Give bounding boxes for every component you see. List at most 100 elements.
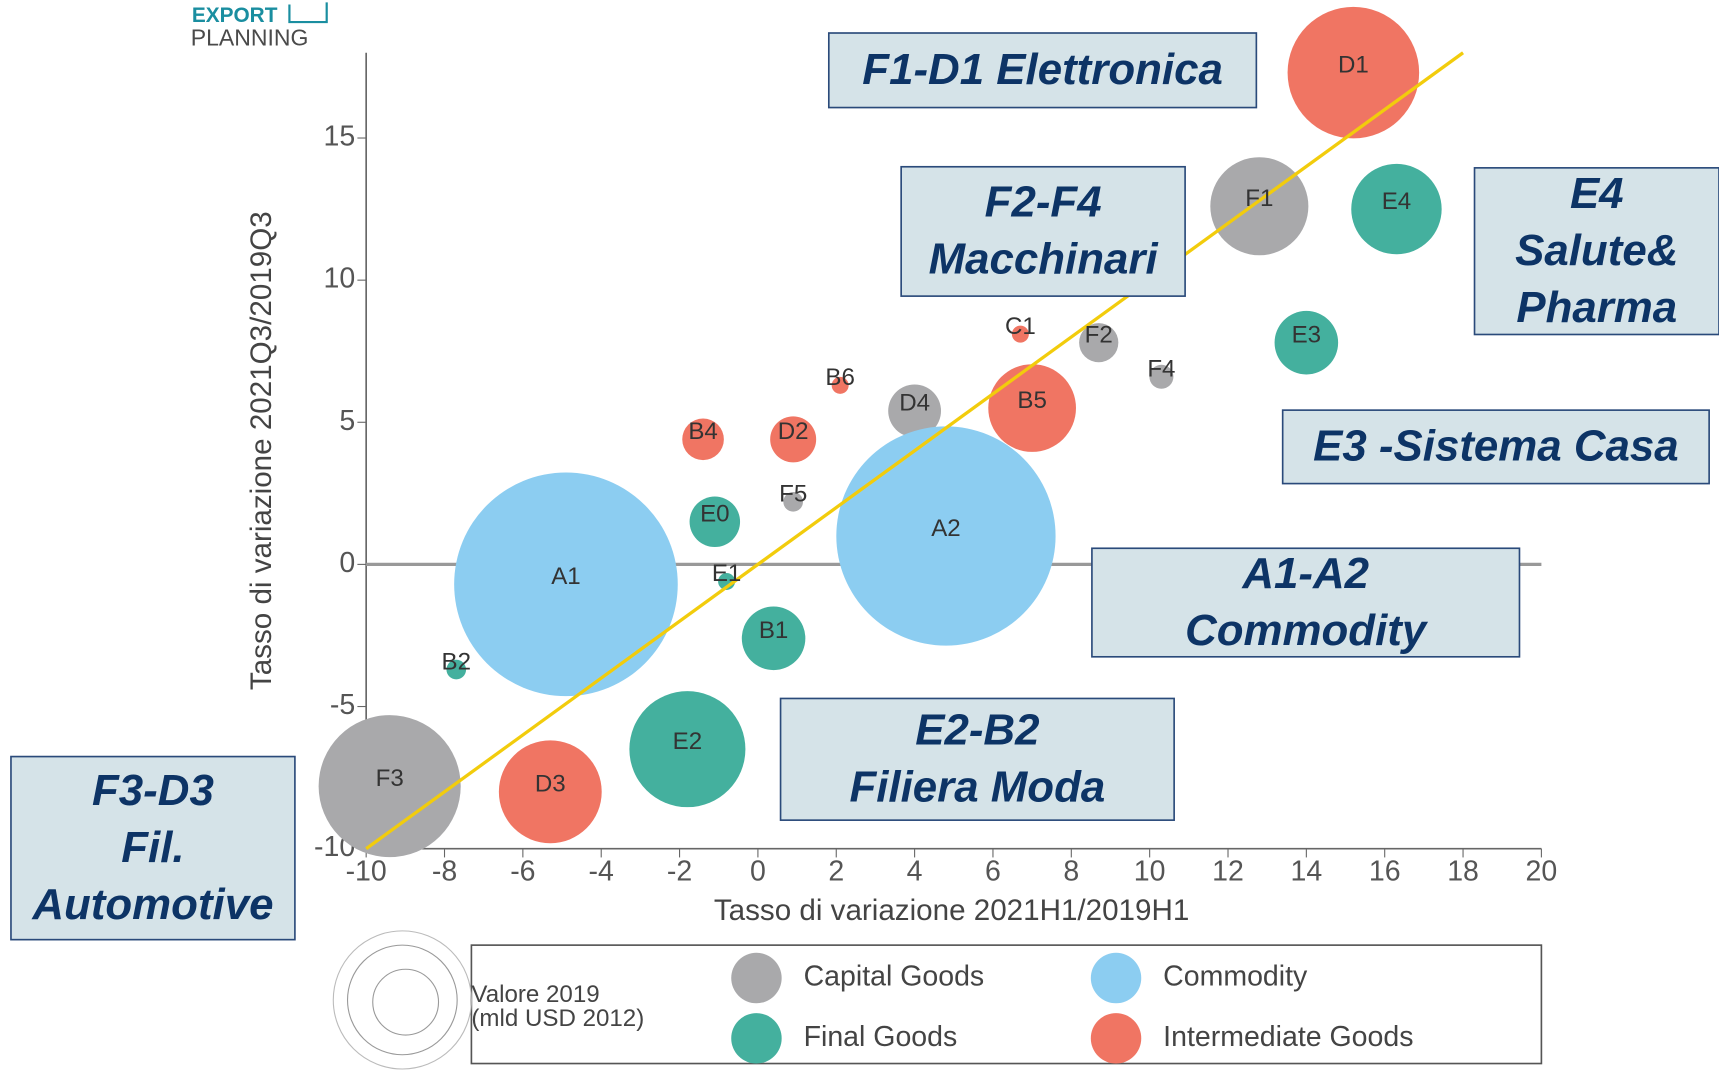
bubble-label: B2	[442, 648, 472, 675]
bubble	[318, 715, 461, 858]
x-tick-label: 8	[1063, 855, 1079, 887]
bubble-label: B5	[1017, 387, 1047, 414]
x-tick-label: 0	[750, 855, 766, 887]
legend-label: Commodity	[1163, 961, 1308, 993]
annotation-text: Salute&	[1515, 226, 1678, 275]
bubble-label: D3	[535, 771, 566, 798]
annotation-text: Fil.	[121, 823, 184, 872]
bubble-label: F4	[1147, 356, 1175, 383]
y-tick-label: 0	[339, 547, 355, 579]
bubble	[1287, 6, 1420, 139]
legend-swatch	[1090, 1013, 1142, 1064]
annotation-text: Commodity	[1185, 606, 1429, 655]
x-tick-label: 12	[1212, 855, 1244, 887]
annotation-box	[900, 165, 1186, 297]
bubble-label: D4	[899, 390, 930, 417]
bubble	[1079, 323, 1119, 363]
x-tick-label: 20	[1526, 855, 1558, 887]
legend-box	[470, 944, 1543, 1065]
bubble-label: F1	[1245, 185, 1273, 212]
annotation-box	[779, 697, 1175, 821]
bubble	[1351, 163, 1442, 255]
bubble	[741, 606, 806, 671]
bubble	[454, 472, 678, 697]
x-tick-label: 16	[1369, 855, 1401, 887]
bubble-label: A2	[931, 515, 961, 542]
x-tick-label: 6	[985, 855, 1001, 887]
reference-line	[365, 51, 1465, 850]
bubble	[831, 376, 849, 394]
y-axis-label: Tasso di variazione 2021Q3/2019Q3	[245, 211, 278, 690]
annotation-text: Pharma	[1516, 283, 1677, 332]
size-legend-circle	[332, 930, 472, 1070]
bubble-label: C1	[1005, 313, 1036, 340]
legend-label: Capital Goods	[804, 961, 985, 993]
x-tick-label: -2	[667, 855, 692, 887]
bubble-label: E1	[712, 560, 742, 587]
bubble-label: B1	[759, 617, 789, 644]
logo: PLANNING	[191, 25, 309, 51]
bubble-label: E3	[1292, 321, 1322, 348]
bubble	[446, 659, 467, 680]
annotation-text: E3 -Sistema Casa	[1313, 422, 1679, 471]
x-tick-label: 18	[1447, 855, 1479, 887]
size-legend-circle	[346, 944, 458, 1056]
annotation-text: F2-F4	[985, 178, 1102, 227]
bubble	[988, 364, 1076, 452]
annotation-text: E2-B2	[915, 706, 1039, 755]
annotation-box	[1281, 409, 1710, 485]
bubble	[629, 691, 746, 808]
legend-swatch	[731, 952, 782, 1004]
x-tick-label: 2	[828, 855, 844, 887]
bubble	[498, 740, 602, 844]
x-tick-label: 10	[1134, 855, 1166, 887]
x-tick-label: -10	[346, 855, 387, 887]
bubble	[836, 426, 1056, 646]
bubble	[1274, 310, 1339, 375]
legend-label: Final Goods	[804, 1021, 958, 1053]
y-tick-label: 15	[323, 121, 355, 153]
x-tick-label: -8	[432, 855, 457, 887]
bubble	[888, 384, 942, 438]
annotation-text: F3-D3	[92, 766, 214, 815]
x-tick-label: -6	[510, 855, 535, 887]
x-tick-label: -4	[589, 855, 614, 887]
bubble-label: D2	[778, 418, 809, 445]
bubble	[1149, 364, 1174, 389]
annotation-text: E4	[1570, 169, 1624, 218]
y-tick-label: 5	[339, 405, 355, 437]
bubble	[689, 496, 741, 548]
size-legend-title: Valore 2019	[471, 981, 599, 1008]
bubble-label: F3	[376, 765, 404, 792]
bubble-label: A1	[551, 563, 581, 590]
bubble-label: E0	[700, 501, 730, 528]
bubble	[682, 418, 724, 461]
legend-swatch	[1090, 952, 1142, 1004]
bubble	[770, 416, 817, 463]
y-tick-label: 10	[323, 263, 355, 295]
annotation-box	[1473, 167, 1719, 336]
logo: EXPORT	[192, 4, 278, 27]
bubble-label: F5	[779, 481, 807, 508]
size-legend-title: (mld USD 2012)	[471, 1005, 644, 1032]
x-axis-label: Tasso di variazione 2021H1/2019H1	[714, 894, 1189, 927]
annotation-text: F1-D1 Elettronica	[862, 45, 1223, 94]
x-tick-label: 4	[907, 855, 923, 887]
annotation-box	[1091, 547, 1521, 658]
bubble-label: E4	[1382, 188, 1412, 215]
annotation-text: Macchinari	[929, 235, 1159, 284]
annotation-text: Automotive	[31, 880, 273, 929]
annotation-text: Filiera Moda	[849, 763, 1105, 812]
annotation-box	[10, 755, 296, 941]
bubble	[1011, 325, 1029, 343]
x-tick-label: 14	[1291, 855, 1323, 887]
legend-label: Intermediate Goods	[1163, 1021, 1413, 1053]
bubble-label: E2	[673, 728, 703, 755]
bubble-label: B4	[688, 418, 718, 445]
bubble-label: F2	[1085, 321, 1113, 348]
legend-swatch	[731, 1013, 782, 1064]
size-legend-circle	[372, 968, 440, 1036]
bubble-label: D1	[1338, 51, 1369, 78]
bubble	[783, 492, 803, 512]
